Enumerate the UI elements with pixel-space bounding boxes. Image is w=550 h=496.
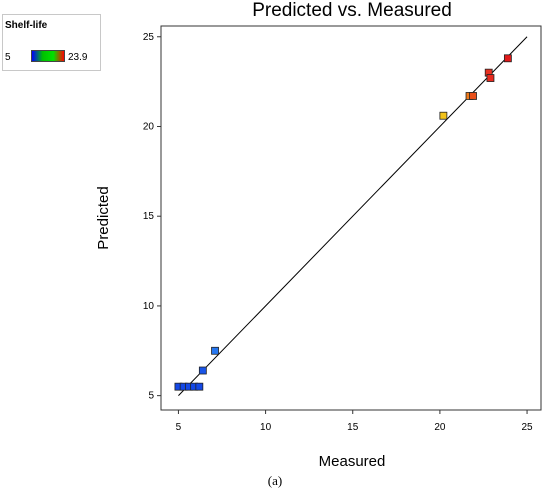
x-tick-label: 10 [260, 422, 272, 433]
figure-caption: (a) [267, 473, 283, 488]
data-point [503, 54, 512, 63]
y-axis-label: Predicted [95, 186, 112, 249]
data-point [198, 366, 207, 375]
y-tick-label: 5 [148, 391, 154, 402]
legend-min-label: 5 [5, 52, 11, 63]
chart-title: Predicted vs. Measured [252, 0, 452, 21]
axis-ticks: 5 10 15 20 25 5 10 15 20 25 [143, 32, 533, 433]
data-point [439, 111, 448, 120]
x-tick-label: 5 [176, 422, 182, 433]
y-tick-label: 20 [143, 121, 155, 132]
x-tick-label: 20 [434, 422, 446, 433]
x-axis-label: Measured [319, 453, 386, 470]
y-tick-label: 15 [143, 211, 155, 222]
data-point [195, 382, 204, 391]
x-tick-label: 25 [521, 422, 533, 433]
data-point [211, 346, 219, 355]
legend-gradient-bar [31, 50, 65, 62]
plot-area-frame [160, 25, 542, 411]
y-tick-label: 10 [143, 301, 155, 312]
x-tick-label: 15 [347, 422, 359, 433]
data-point [469, 92, 477, 100]
reference-line [178, 36, 528, 396]
y-tick-label: 25 [143, 32, 155, 43]
data-point [486, 74, 495, 82]
legend-title: Shelf-life [5, 20, 48, 31]
data-points [174, 54, 512, 391]
legend-max-label: 23.9 [68, 52, 88, 63]
